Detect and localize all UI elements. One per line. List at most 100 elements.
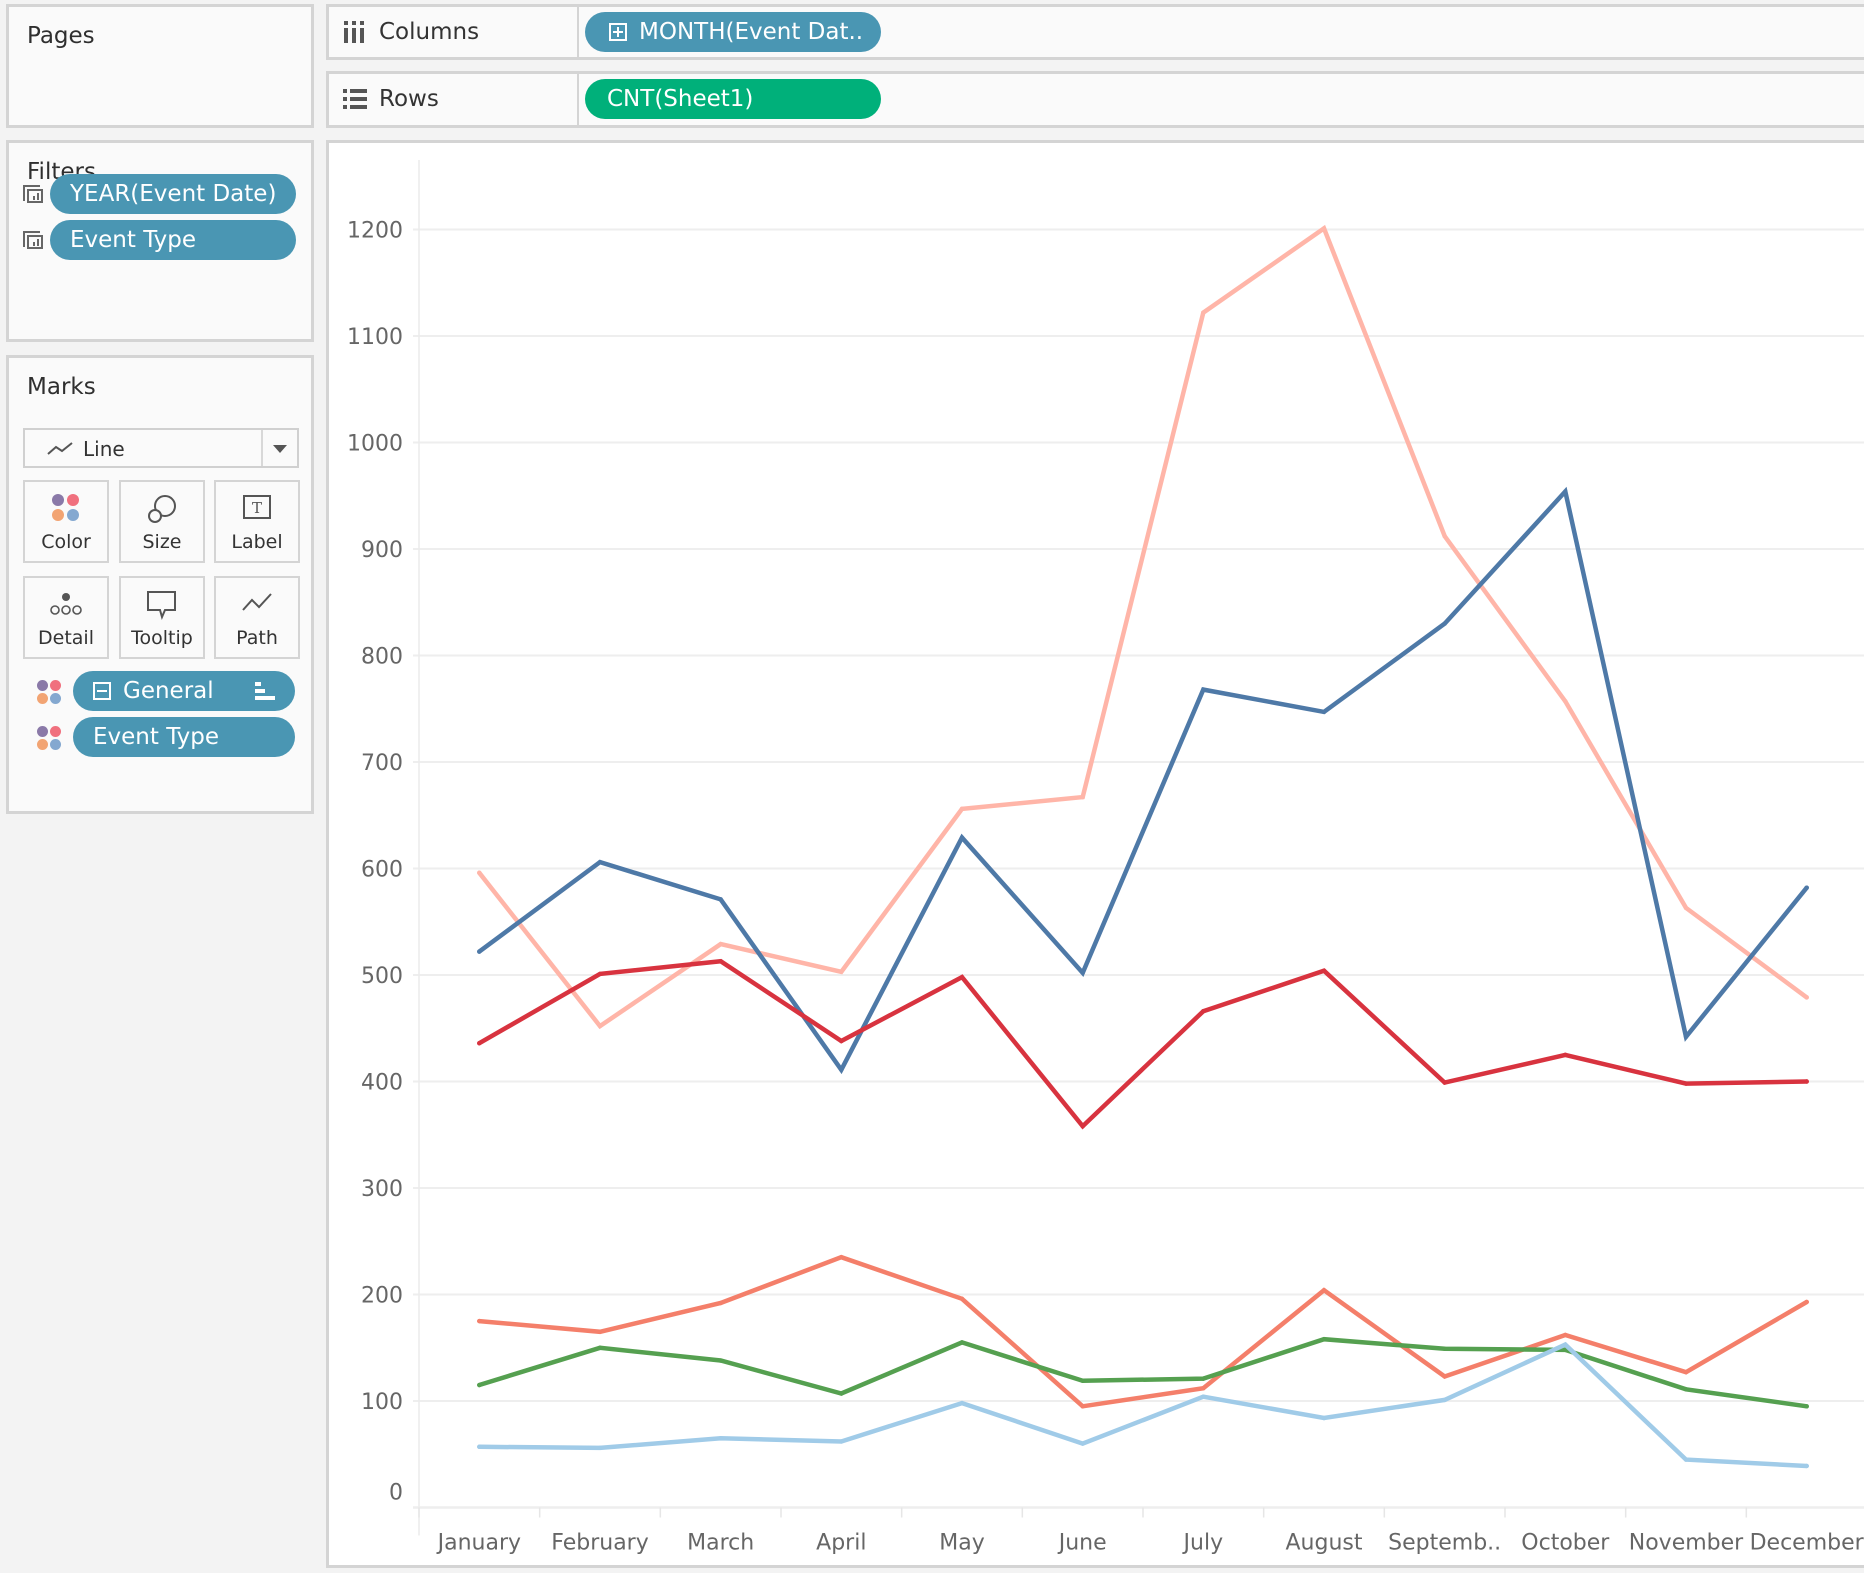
data-point[interactable] [718, 941, 723, 947]
data-point[interactable] [839, 1439, 844, 1444]
data-point[interactable] [477, 1382, 482, 1388]
data-point[interactable] [1080, 1404, 1085, 1409]
data-point[interactable] [1321, 968, 1327, 973]
data-point[interactable] [959, 1400, 965, 1406]
data-point[interactable] [1563, 1332, 1568, 1338]
marks-field-general[interactable]: General [73, 671, 295, 711]
data-point[interactable] [1563, 489, 1568, 494]
data-point[interactable] [959, 1340, 965, 1345]
data-point[interactable] [959, 806, 965, 812]
marks-label-button[interactable]: T Label [214, 480, 300, 563]
columns-pill-label: MONTH(Event Dat.. [639, 19, 864, 45]
chevron-down-icon[interactable] [273, 445, 287, 453]
data-point[interactable] [597, 1345, 603, 1350]
data-point[interactable] [718, 897, 723, 902]
data-point[interactable] [1321, 709, 1327, 715]
data-point[interactable] [839, 969, 844, 975]
data-point[interactable] [1080, 1378, 1085, 1383]
expand-icon[interactable] [609, 23, 627, 41]
data-point[interactable] [1080, 794, 1085, 800]
data-point[interactable] [1321, 1415, 1327, 1421]
data-point[interactable] [1321, 226, 1327, 231]
data-point[interactable] [1563, 1342, 1568, 1347]
series-line-1[interactable] [477, 224, 1809, 1030]
pages-card[interactable]: Pages [6, 4, 314, 128]
rows-shelf[interactable]: Rows CNT(Sheet1) [326, 71, 1864, 128]
data-point[interactable] [839, 1391, 844, 1396]
data-point[interactable] [1201, 1009, 1206, 1014]
data-point[interactable] [839, 1038, 844, 1044]
rows-pill-cnt-sheet1[interactable]: CNT(Sheet1) [585, 79, 881, 119]
data-point[interactable] [718, 958, 723, 964]
columns-pill-month-event-date[interactable]: MONTH(Event Dat.. [585, 12, 881, 52]
marks-size-button[interactable]: Size [119, 480, 205, 563]
marks-field-event-type[interactable]: Event Type [73, 717, 295, 757]
data-point[interactable] [1683, 1370, 1689, 1375]
data-point[interactable] [1321, 1288, 1327, 1293]
data-point[interactable] [959, 974, 965, 980]
detail-dots-icon [50, 593, 82, 615]
data-point[interactable] [1804, 1079, 1809, 1084]
data-point[interactable] [477, 1040, 482, 1046]
data-point[interactable] [1080, 1441, 1085, 1446]
series-line-4[interactable] [477, 1254, 1809, 1409]
data-point[interactable] [1201, 1376, 1206, 1381]
data-point[interactable] [718, 1358, 723, 1363]
marks-detail-button[interactable]: Detail [23, 576, 109, 659]
marks-path-button[interactable]: Path [214, 576, 300, 659]
data-point[interactable] [1683, 1387, 1689, 1392]
data-point[interactable] [1201, 310, 1206, 315]
collapse-icon[interactable] [93, 682, 111, 700]
data-point[interactable] [839, 1067, 844, 1072]
data-point[interactable] [1201, 1386, 1206, 1391]
data-point[interactable] [1804, 885, 1809, 890]
series-line-2[interactable] [477, 486, 1809, 1075]
data-point[interactable] [959, 1296, 965, 1301]
data-point[interactable] [1563, 699, 1568, 704]
filter-pill-year-event-date[interactable]: YEAR(Event Date) [50, 174, 296, 214]
data-point[interactable] [1201, 1394, 1206, 1399]
data-point[interactable] [597, 1445, 603, 1451]
data-point[interactable] [1683, 1457, 1689, 1462]
data-point[interactable] [1442, 1397, 1447, 1403]
data-point[interactable] [1080, 970, 1085, 976]
data-point[interactable] [1442, 1346, 1447, 1352]
data-point[interactable] [1442, 1080, 1447, 1085]
series-line-6[interactable] [477, 1341, 1809, 1469]
data-point[interactable] [1080, 1124, 1085, 1129]
data-point[interactable] [718, 1300, 723, 1306]
filter-pill-event-type[interactable]: Event Type [50, 220, 296, 260]
marks-tooltip-button[interactable]: Tooltip [119, 576, 205, 659]
data-point[interactable] [1804, 1404, 1809, 1409]
data-point[interactable] [1683, 1034, 1689, 1039]
data-point[interactable] [1321, 1337, 1327, 1342]
data-point[interactable] [1442, 1374, 1447, 1379]
data-point[interactable] [959, 835, 965, 840]
data-point[interactable] [1201, 687, 1206, 692]
sort-icon[interactable] [255, 681, 275, 701]
chart-panel: 0 100 200 300 400 500 600 700 800 900 1000 1100 1200… [326, 140, 1864, 1568]
series-line-3[interactable] [477, 958, 1809, 1130]
data-point[interactable] [1683, 1081, 1689, 1086]
data-point[interactable] [839, 1255, 844, 1260]
data-point[interactable] [1442, 621, 1447, 626]
data-point[interactable] [1804, 1299, 1809, 1305]
data-point[interactable] [597, 1329, 603, 1334]
marks-color-button[interactable]: Color [23, 480, 109, 563]
data-point[interactable] [477, 1318, 482, 1324]
data-point[interactable] [477, 949, 482, 954]
data-point[interactable] [477, 1444, 482, 1449]
data-point[interactable] [718, 1436, 723, 1441]
data-point[interactable] [477, 870, 482, 875]
columns-shelf[interactable]: Columns MONTH(Event Dat.. [326, 4, 1864, 60]
data-point[interactable] [1804, 995, 1809, 1000]
series-line-5[interactable] [477, 1336, 1809, 1409]
data-point[interactable] [597, 859, 603, 865]
data-point[interactable] [1804, 1463, 1809, 1469]
data-point[interactable] [1563, 1052, 1568, 1058]
data-point[interactable] [1683, 905, 1689, 911]
data-point[interactable] [597, 1023, 603, 1029]
data-point[interactable] [597, 971, 603, 977]
mark-type-dropdown[interactable]: Line [23, 428, 299, 468]
data-point[interactable] [1442, 534, 1447, 539]
